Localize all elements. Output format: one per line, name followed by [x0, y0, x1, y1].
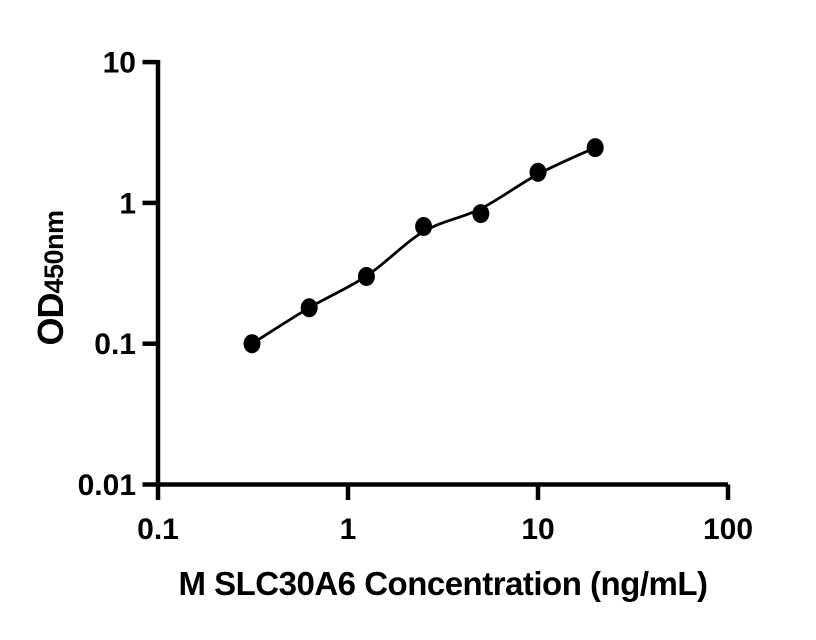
- x-tick-label: 1: [340, 513, 357, 546]
- y-axis-title-subscript: 450nm: [39, 210, 69, 294]
- data-point: [300, 298, 318, 318]
- x-axis-title: M SLC30A6 Concentration (ng/mL): [178, 565, 708, 602]
- y-tick-label: 10: [103, 47, 136, 80]
- data-point: [357, 267, 375, 286]
- axis-lines: [155, 60, 728, 487]
- y-tick-label: 1: [119, 187, 136, 220]
- y-tick-label: 0.01: [78, 469, 136, 502]
- x-tick-label: 10: [521, 513, 554, 546]
- y-tick-label: 0.1: [94, 328, 136, 361]
- data-point: [415, 217, 433, 236]
- x-tick-label: 0.1: [137, 513, 179, 546]
- data-point: [243, 334, 261, 354]
- x-tick-label: 100: [703, 513, 753, 546]
- data-point: [529, 162, 547, 182]
- y-axis-title: OD450nm: [30, 210, 71, 346]
- y-axis-title-main: OD: [30, 293, 71, 346]
- data-point: [586, 138, 604, 158]
- data-point: [472, 204, 490, 224]
